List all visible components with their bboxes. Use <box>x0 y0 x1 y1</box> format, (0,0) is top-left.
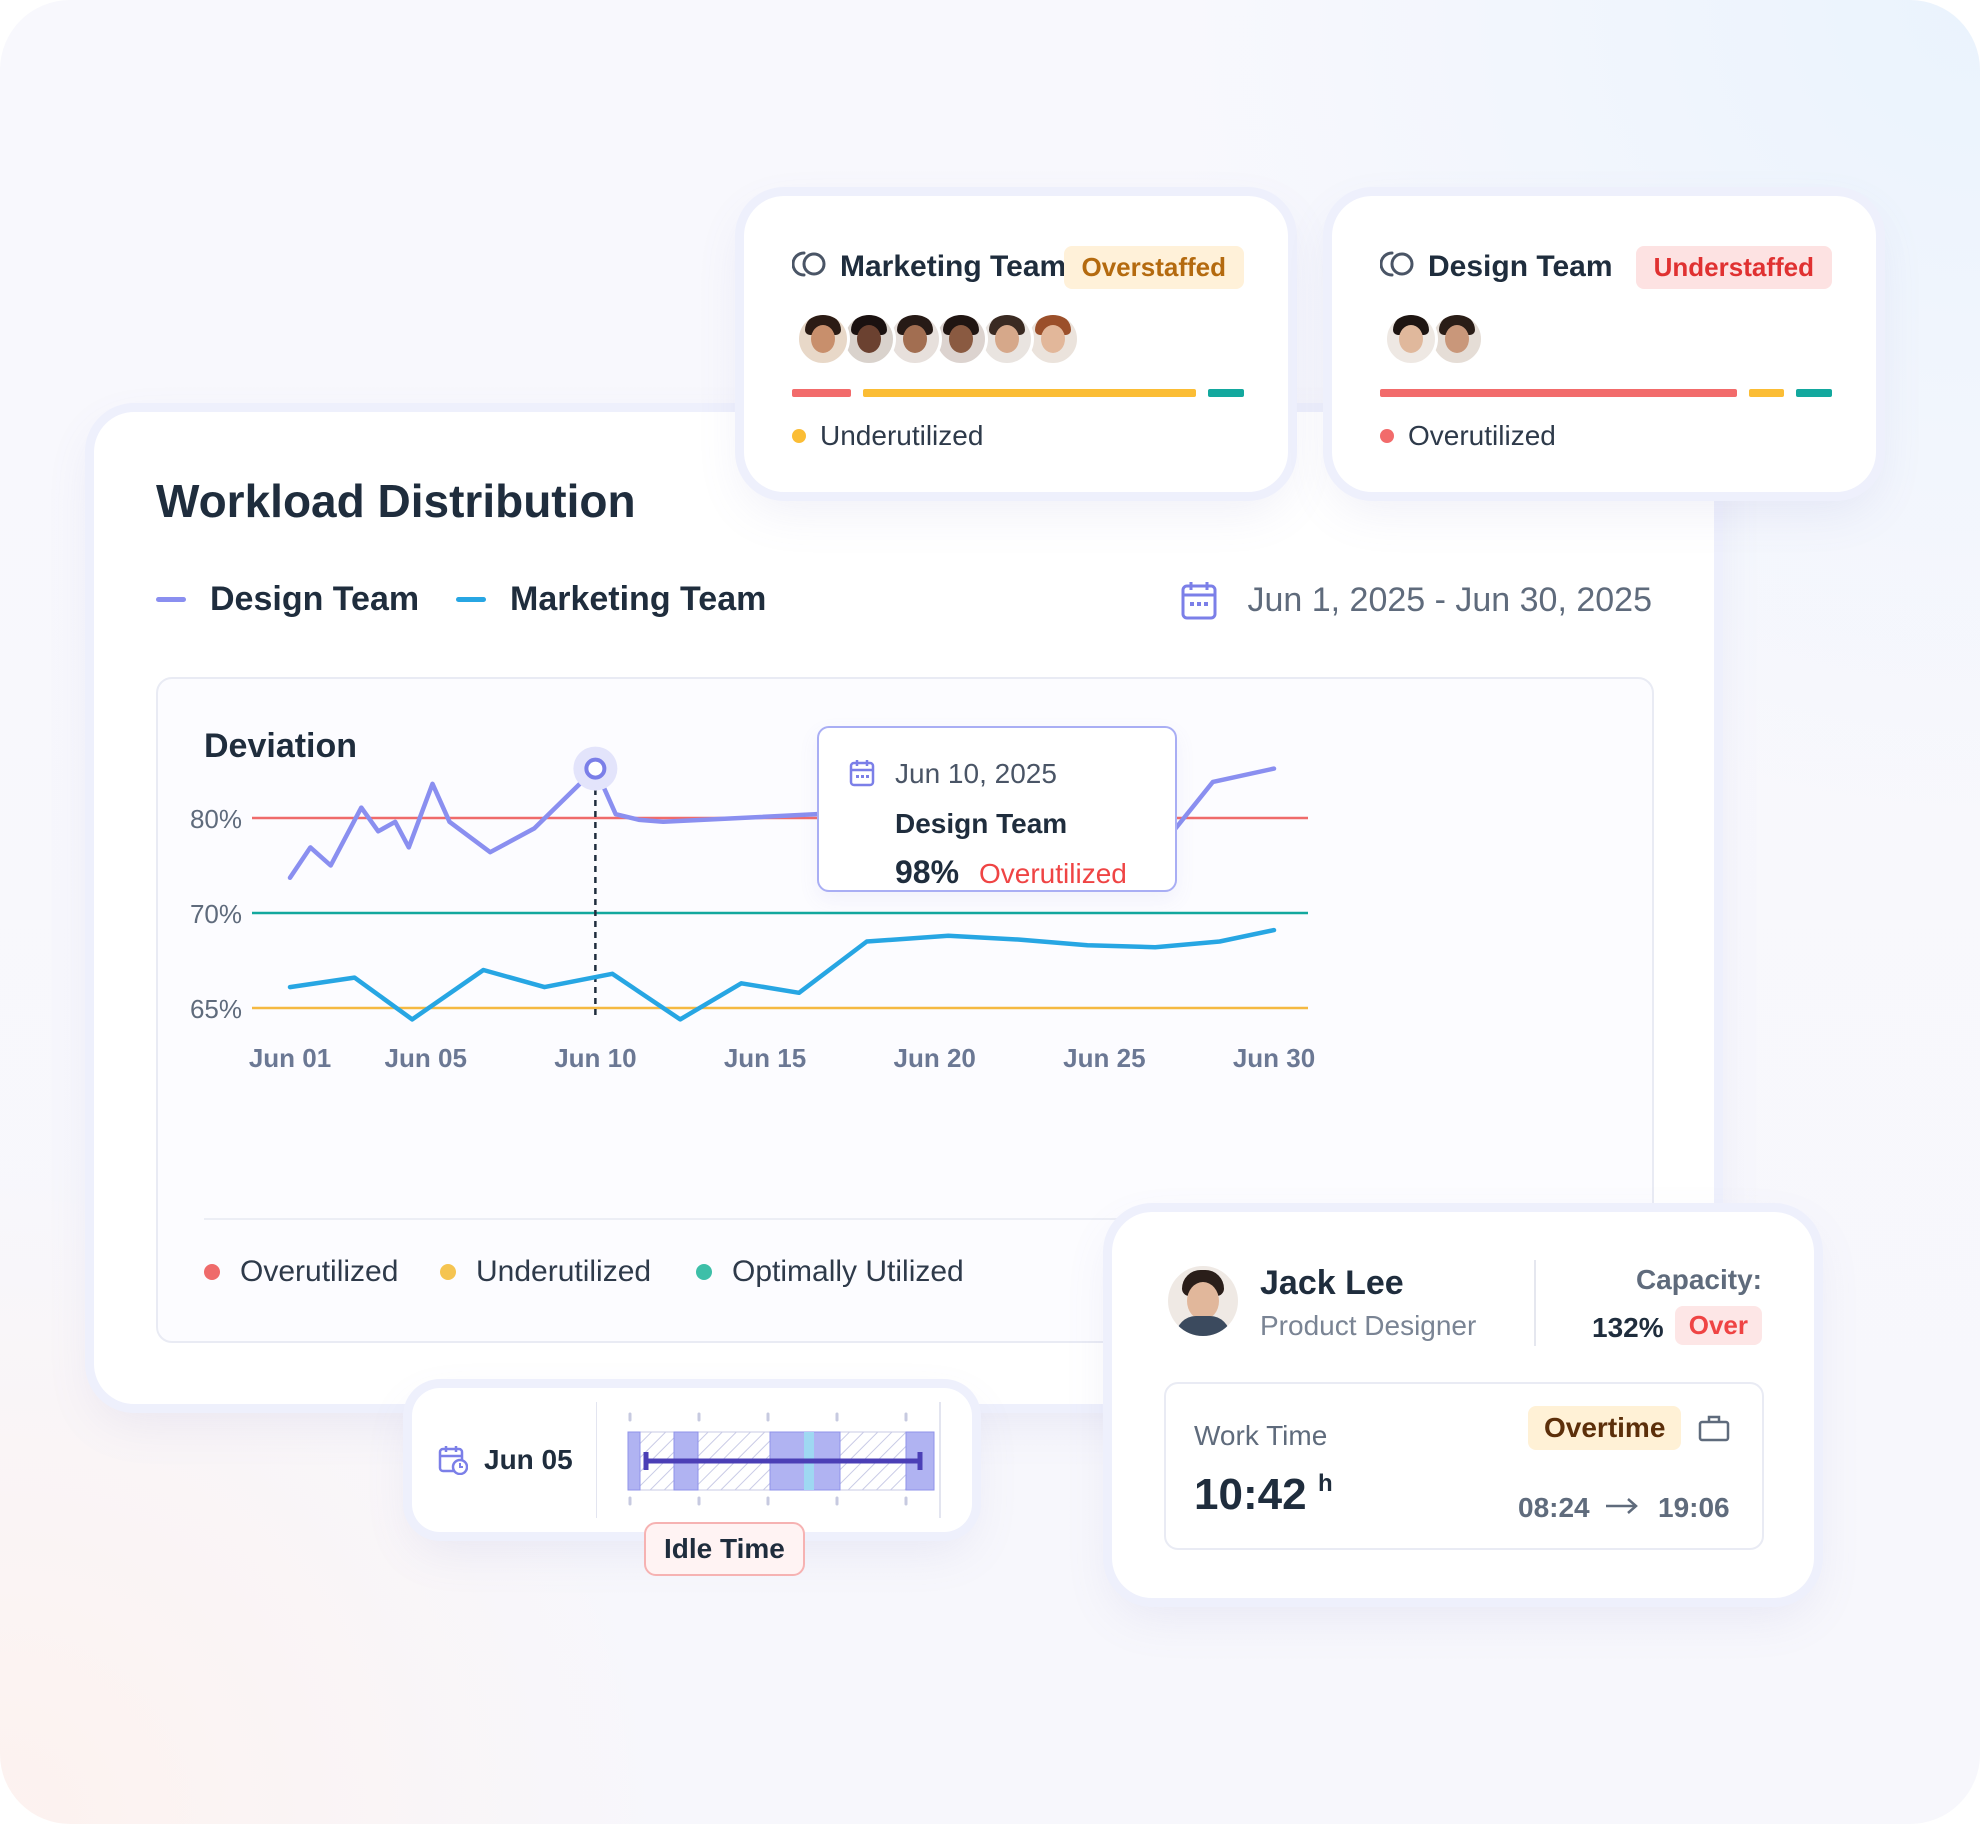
teal-dot-icon <box>696 1264 712 1280</box>
avatar <box>934 312 988 366</box>
tooltip-date: Jun 10, 2025 <box>895 758 1057 789</box>
avatar <box>1384 312 1438 366</box>
work-time-box: Work Time 10:42 h Overtime 08:24 19:06 <box>1164 1382 1764 1550</box>
work-time-value: 10:42 <box>1194 1470 1307 1519</box>
page-title: Workload Distribution <box>156 475 636 527</box>
end-time: 19:06 <box>1658 1492 1730 1523</box>
date-range-picker[interactable]: Jun 1, 2025 - Jun 30, 2025 <box>1181 580 1652 620</box>
tooltip-status: Overutilized <box>979 858 1127 889</box>
legend-label: Overutilized <box>240 1255 399 1288</box>
red-dot-icon <box>1380 429 1394 443</box>
x-tick-label: Jun 05 <box>385 1043 467 1073</box>
capacity-label: Capacity: <box>1635 1264 1762 1295</box>
avatar <box>842 312 896 366</box>
team-status: Overutilized <box>1380 420 1556 452</box>
calendar-icon <box>849 760 875 787</box>
series-line-marketing-team <box>287 927 1277 1022</box>
bar-segment-under <box>863 389 1197 397</box>
legend-optimally-utilized: Optimally Utilized <box>696 1255 964 1289</box>
arrow-right-icon <box>1606 1498 1638 1514</box>
idle-time-card[interactable]: Jun 05 <box>412 1388 972 1532</box>
x-tick-label: Jun 25 <box>1063 1043 1145 1073</box>
utilization-bar <box>1380 389 1833 397</box>
team-name: Marketing Team <box>840 250 1067 283</box>
team-card-design[interactable]: Design Team Understaffed Overutilized <box>1332 196 1876 492</box>
bar-segment-optimal <box>1796 389 1833 397</box>
legend-label: Design Team <box>210 580 420 618</box>
legend-line-icon <box>456 597 486 602</box>
chart-title: Deviation <box>204 727 358 765</box>
y-tick-label: 70% <box>190 899 242 929</box>
bar-segment-over <box>1380 389 1737 397</box>
team-card-marketing[interactable]: Marketing Team Overstaffed Underutilized <box>744 196 1288 492</box>
timeline-bar <box>596 1402 941 1518</box>
person-card[interactable]: Jack Lee Product Designer Capacity: 132%… <box>1112 1212 1814 1598</box>
legend-design-team[interactable]: Design Team <box>156 580 419 619</box>
briefcase-icon[interactable] <box>1698 1414 1730 1442</box>
red-dot-icon <box>204 1264 220 1280</box>
utilization-bar <box>792 389 1244 397</box>
legend-label: Marketing Team <box>510 580 767 618</box>
person-name: Jack Lee <box>1260 1264 1404 1302</box>
overtime-badge: Overtime <box>1528 1406 1682 1450</box>
tooltip-value: 98% <box>895 854 960 890</box>
tooltip-team: Design Team <box>895 808 1068 839</box>
chart-canvas: 80% 70% 65%Jun 01 Jun 05 Jun 10 Jun 15 Jun 20 J… <box>190 746 1315 1073</box>
calendar-clock-icon <box>438 1446 468 1475</box>
date-range-text: Jun 1, 2025 - Jun 30, 2025 <box>1247 580 1652 619</box>
member-avatars <box>1384 312 1484 366</box>
calendar-icon <box>1181 582 1217 620</box>
status-label: Overutilized <box>1408 420 1556 451</box>
legend-underutilized: Underutilized <box>440 1255 651 1289</box>
work-time-unit: h <box>1318 1470 1333 1497</box>
bar-segment-under <box>1748 389 1785 397</box>
x-tick-label: Jun 10 <box>554 1043 636 1073</box>
staffing-badge: Understaffed <box>1635 246 1832 289</box>
legend-marketing-team[interactable]: Marketing Team <box>456 580 766 619</box>
legend-line-icon <box>156 597 186 602</box>
x-tick-label: Jun 01 <box>249 1043 331 1073</box>
divider <box>204 1218 1606 1220</box>
team-status: Underutilized <box>792 420 983 452</box>
yellow-dot-icon <box>792 429 806 443</box>
idle-date: Jun 05 <box>484 1444 573 1475</box>
workload-card: Workload Distribution Design Team Market… <box>94 412 1714 1404</box>
legend-label: Underutilized <box>476 1255 652 1288</box>
person-role: Product Designer <box>1260 1310 1477 1341</box>
chart-tooltip: Jun 10, 2025 Design Team 98% Overutilize… <box>817 726 1177 892</box>
avatar <box>1430 312 1484 366</box>
status-label: Underutilized <box>820 420 984 451</box>
legend-overutilized: Overutilized <box>204 1255 398 1289</box>
staffing-badge: Overstaffed <box>1063 246 1244 289</box>
avatar <box>1168 1266 1238 1336</box>
y-tick-label: 80% <box>190 804 242 834</box>
start-time: 08:24 <box>1518 1492 1590 1523</box>
x-tick-label: Jun 20 <box>894 1043 976 1073</box>
work-time-label: Work Time <box>1194 1420 1328 1451</box>
avatar <box>888 312 942 366</box>
member-avatars <box>796 312 1080 366</box>
x-tick-label: Jun 30 <box>1233 1043 1315 1073</box>
team-logo-icon <box>1380 251 1414 277</box>
avatar <box>796 312 850 366</box>
yellow-dot-icon <box>440 1264 456 1280</box>
bar-segment-over <box>792 389 852 397</box>
team-logo-icon <box>792 251 826 277</box>
bar-segment-optimal <box>1208 389 1244 397</box>
y-tick-label: 65% <box>190 994 242 1024</box>
divider <box>1534 1260 1536 1346</box>
team-name: Design Team <box>1428 250 1613 283</box>
avatar <box>980 312 1034 366</box>
idle-time-tooltip: Idle Time <box>644 1522 805 1576</box>
avatar <box>1026 312 1080 366</box>
capacity-value: 132% <box>1592 1312 1664 1343</box>
legend-label: Optimally Utilized <box>732 1255 964 1288</box>
x-tick-label: Jun 15 <box>724 1043 806 1073</box>
highlight-point <box>584 757 607 780</box>
capacity-badge: Over <box>1674 1306 1762 1345</box>
